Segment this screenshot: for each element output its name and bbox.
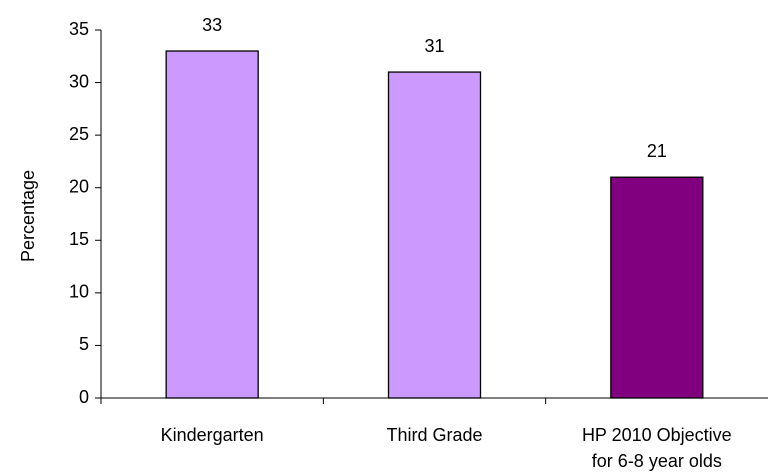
plot-area: 0 5 10 15 20 25 30 35 33 Kindergarten 31 Third Grad… xyxy=(69,15,768,471)
bar xyxy=(387,71,482,399)
y-tick-label: 0 xyxy=(79,387,89,407)
x-tick-label: for 6-8 year olds xyxy=(592,451,722,471)
bar xyxy=(165,50,259,399)
x-tick-label: HP 2010 Objective xyxy=(582,425,732,445)
y-tick-label: 25 xyxy=(69,124,89,144)
data-label: 33 xyxy=(202,15,222,35)
y-tick-label: 35 xyxy=(69,19,89,39)
y-tick-label: 30 xyxy=(69,71,89,91)
data-label: 31 xyxy=(424,36,444,56)
x-tick-label: Kindergarten xyxy=(161,425,264,445)
x-tick-label: Third Grade xyxy=(386,425,482,445)
y-tick-label: 10 xyxy=(69,282,89,302)
bar xyxy=(610,176,704,399)
y-tick-label: 20 xyxy=(69,176,89,196)
y-tick-label: 15 xyxy=(69,229,89,249)
y-tick-label: 5 xyxy=(79,334,89,354)
y-axis-title: Percentage xyxy=(18,170,38,262)
data-label: 21 xyxy=(647,141,667,161)
